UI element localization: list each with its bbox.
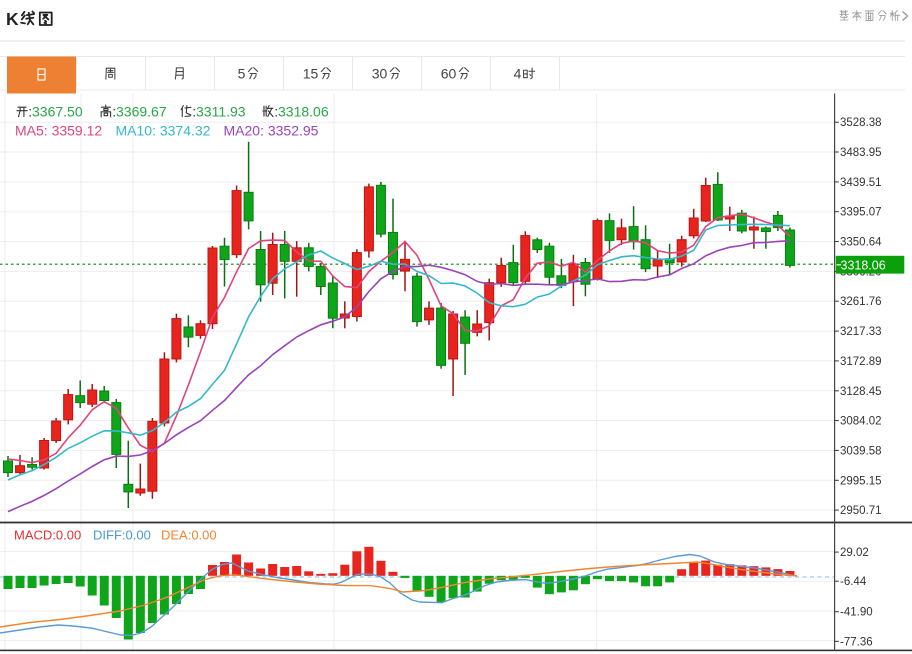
svg-text:DIFF:0.00: DIFF:0.00	[93, 528, 151, 543]
svg-text:3528.38: 3528.38	[840, 117, 882, 129]
svg-text:3395.07: 3395.07	[840, 207, 882, 219]
svg-text:3369.67: 3369.67	[116, 104, 167, 120]
svg-text:3217.33: 3217.33	[840, 326, 882, 338]
svg-text::: :	[28, 104, 32, 120]
svg-text:4: 4	[514, 66, 522, 82]
svg-text:-77.36: -77.36	[840, 636, 873, 648]
svg-text:-6.44: -6.44	[840, 576, 867, 588]
svg-text:3367.50: 3367.50	[32, 104, 83, 120]
svg-text:15: 15	[303, 66, 319, 82]
svg-text:60: 60	[441, 66, 457, 82]
svg-text:2950.71: 2950.71	[840, 505, 882, 517]
svg-text:30: 30	[372, 66, 388, 82]
svg-text:3311.93: 3311.93	[196, 104, 246, 120]
svg-text:2995.15: 2995.15	[840, 475, 882, 487]
svg-text:MA5: 3359.12: MA5: 3359.12	[15, 123, 102, 139]
svg-text:3172.89: 3172.89	[840, 356, 882, 368]
svg-text:K: K	[6, 9, 19, 29]
svg-text:DEA:0.00: DEA:0.00	[161, 528, 217, 543]
svg-text:MA10: 3374.32: MA10: 3374.32	[116, 123, 211, 139]
svg-text:MACD:0.00: MACD:0.00	[14, 528, 81, 543]
svg-text:3318.06: 3318.06	[841, 258, 886, 272]
svg-text::: :	[112, 104, 116, 120]
svg-text::: :	[192, 104, 196, 120]
svg-text:-41.90: -41.90	[840, 607, 873, 619]
svg-text:3128.45: 3128.45	[840, 386, 882, 398]
svg-text:3261.76: 3261.76	[840, 296, 882, 308]
svg-text:3350.64: 3350.64	[840, 237, 882, 249]
svg-text:29.02: 29.02	[840, 547, 869, 559]
svg-text:3483.95: 3483.95	[840, 147, 882, 159]
svg-text:MA20: 3352.95: MA20: 3352.95	[224, 123, 319, 139]
svg-text:3084.02: 3084.02	[840, 416, 882, 428]
svg-text:3318.06: 3318.06	[278, 104, 329, 120]
svg-text:3439.51: 3439.51	[840, 177, 882, 189]
svg-text:3039.58: 3039.58	[840, 445, 882, 457]
svg-text::: :	[274, 104, 278, 120]
svg-text:5: 5	[238, 66, 246, 82]
